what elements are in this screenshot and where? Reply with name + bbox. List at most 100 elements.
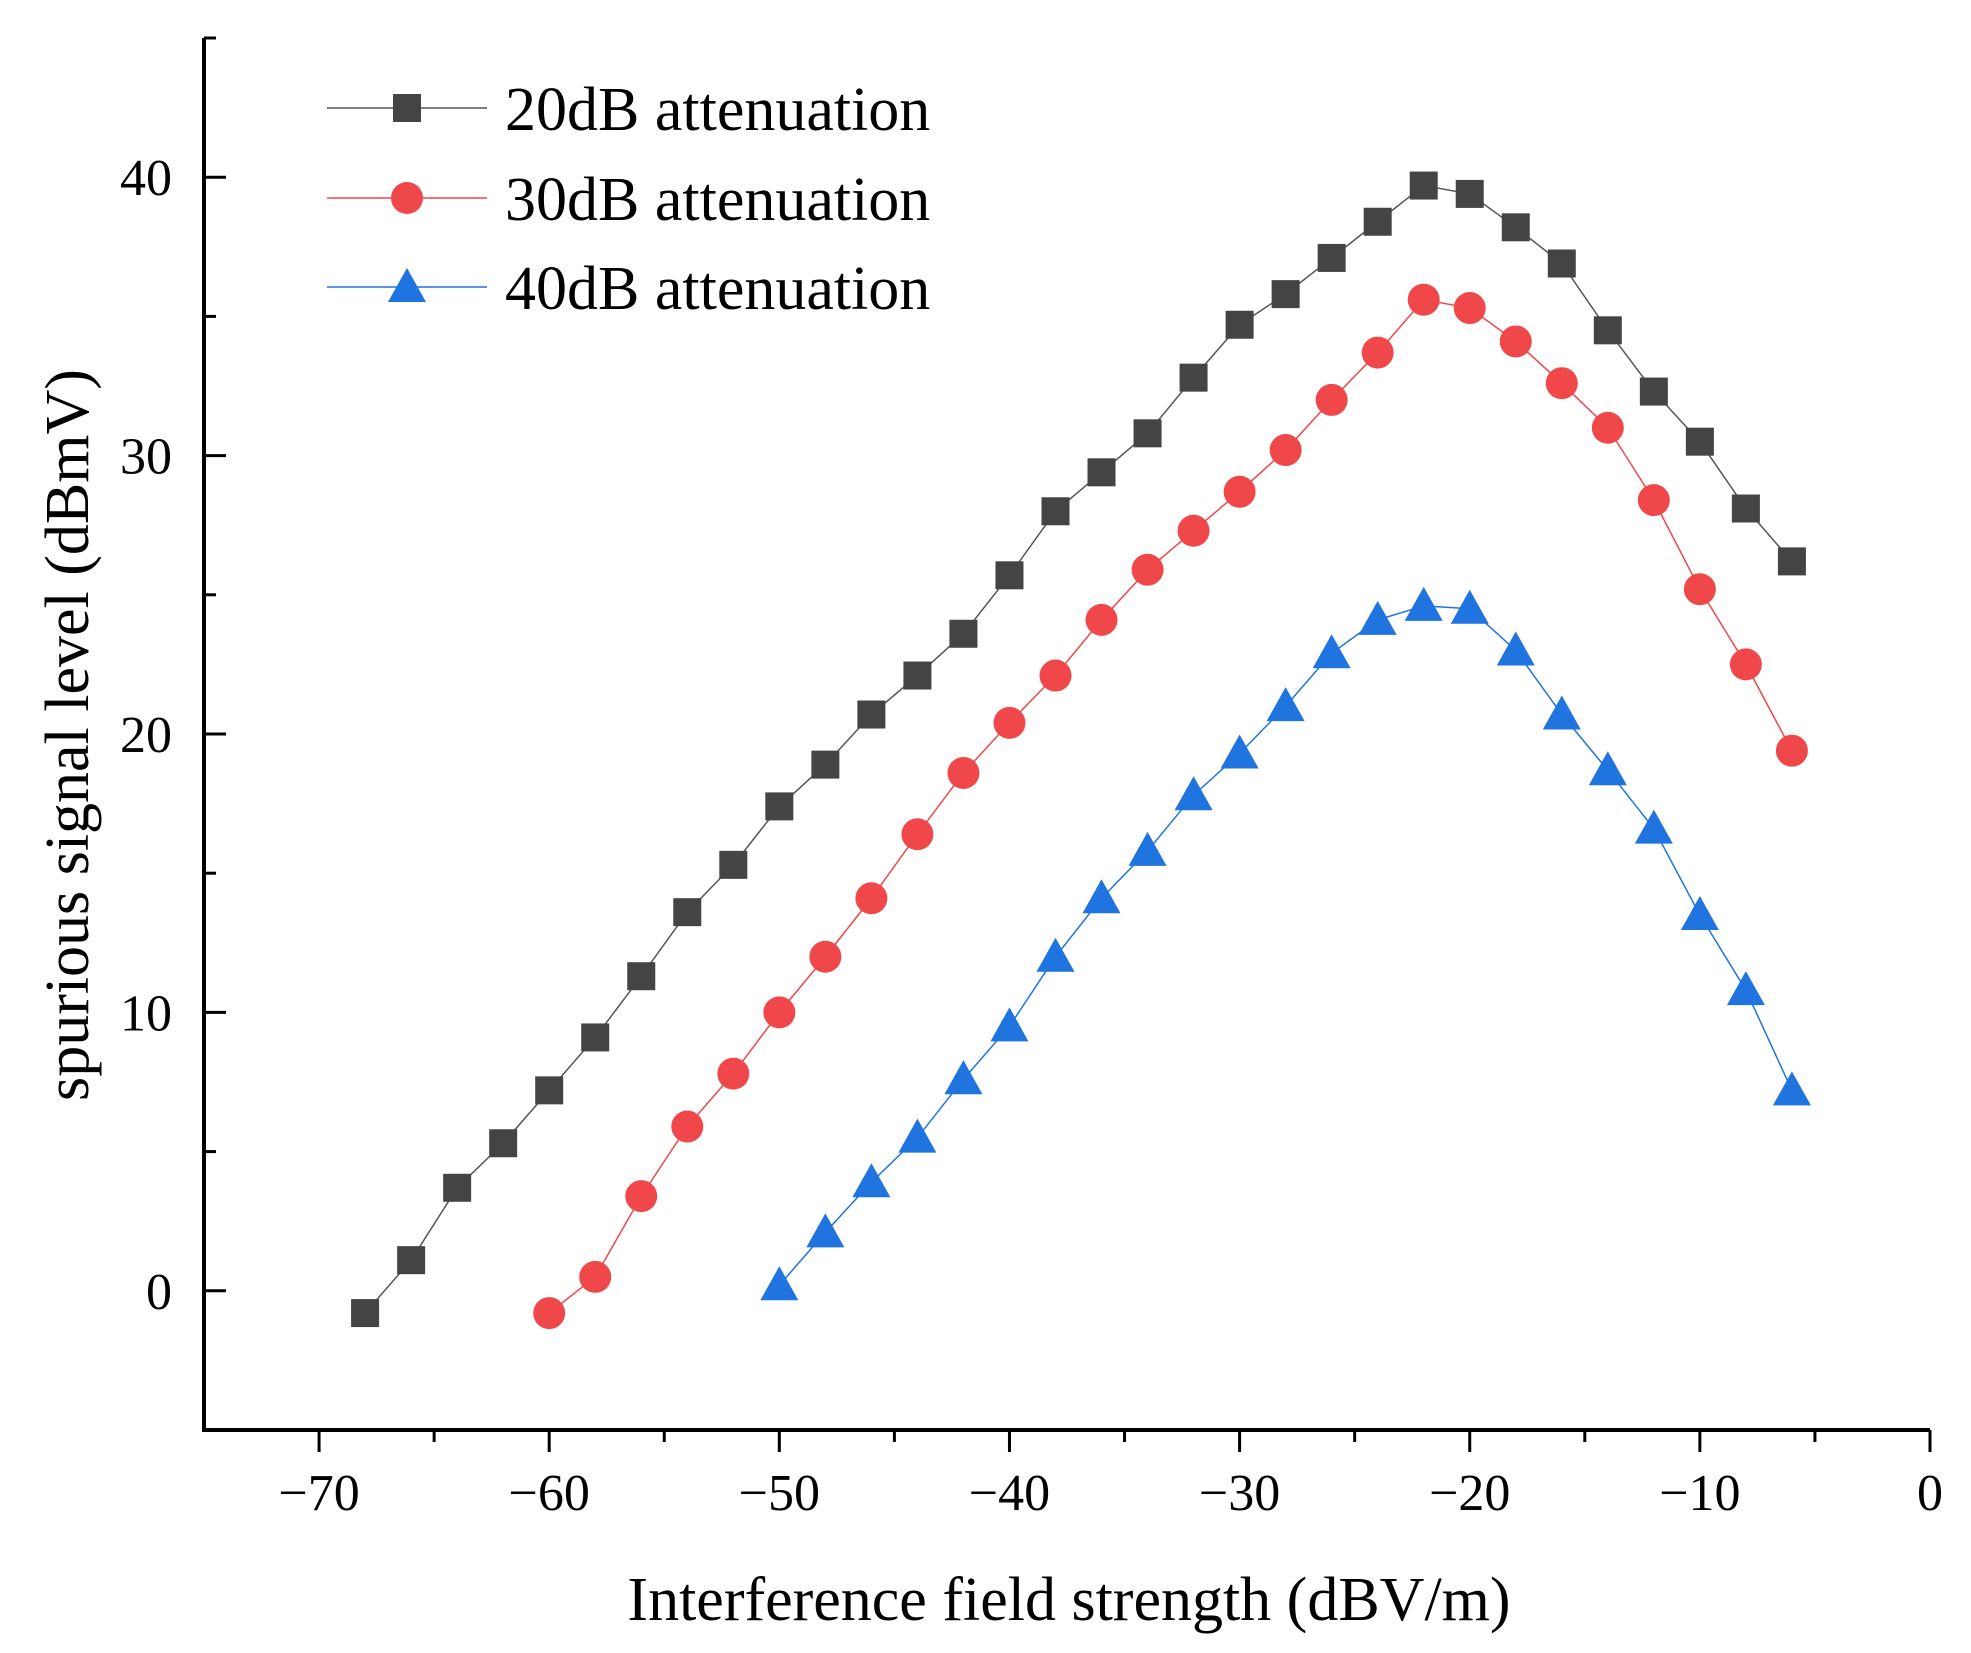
data-point <box>1455 179 1484 208</box>
data-point <box>944 1060 983 1095</box>
data-point <box>1726 971 1765 1006</box>
data-point <box>809 940 842 973</box>
data-point <box>1731 494 1760 523</box>
data-point <box>1082 879 1121 914</box>
data-point <box>397 1246 426 1275</box>
data-point <box>673 898 702 927</box>
data-point <box>1683 573 1716 606</box>
data-point <box>1315 383 1348 416</box>
data-point <box>763 996 796 1029</box>
legend-item: 30dB attenuation <box>327 166 930 234</box>
data-point <box>852 1163 891 1198</box>
data-point <box>1499 325 1532 358</box>
data-point <box>1179 363 1208 392</box>
x-tick-label: −20 <box>1429 1465 1510 1522</box>
y-axis-title: spurious signal level (dBmV) <box>34 369 102 1101</box>
data-point <box>1312 634 1351 669</box>
data-point <box>1266 687 1305 722</box>
data-point <box>1685 427 1714 456</box>
data-point <box>1593 316 1622 345</box>
x-tick-label: −40 <box>969 1465 1050 1522</box>
data-point <box>1775 734 1808 767</box>
data-point <box>1177 514 1210 547</box>
data-point <box>1085 603 1118 636</box>
data-point <box>1133 419 1162 448</box>
legend-item: 40dB attenuation <box>327 255 930 323</box>
data-point <box>351 1299 380 1328</box>
data-point <box>1729 648 1762 681</box>
y-tick-label: 30 <box>120 429 172 486</box>
data-point <box>627 962 656 991</box>
data-point <box>1404 586 1443 621</box>
legend-marker <box>391 182 423 214</box>
data-point <box>1591 411 1624 444</box>
data-point <box>533 1297 566 1330</box>
series-triangle <box>760 586 1811 1301</box>
data-point <box>1777 547 1806 576</box>
data-point <box>760 1266 799 1301</box>
data-point <box>811 750 840 779</box>
data-point <box>1039 659 1072 692</box>
data-point <box>1496 631 1535 666</box>
data-point <box>1128 831 1167 866</box>
x-tick-label: −10 <box>1659 1465 1740 1522</box>
data-point <box>901 818 934 851</box>
data-point <box>443 1173 472 1202</box>
data-point <box>1547 249 1576 278</box>
x-tick-label: −70 <box>278 1465 359 1522</box>
legend-marker <box>388 268 426 302</box>
y-tick-label: 20 <box>120 707 172 764</box>
data-point <box>1634 809 1673 844</box>
data-point <box>949 619 978 648</box>
data-point <box>1363 207 1392 236</box>
data-point <box>947 756 980 789</box>
data-point <box>1036 937 1075 972</box>
data-point <box>671 1110 704 1143</box>
axes: −70 −60 −50 −40 −30 −20 −10 0 0 10 20 30 40 <box>120 36 1943 1522</box>
y-tick-label: 10 <box>120 985 172 1042</box>
y-tick-label: 0 <box>146 1264 172 1321</box>
data-point <box>1131 553 1164 586</box>
data-point <box>1225 310 1254 339</box>
data-point <box>579 1260 612 1293</box>
data-point <box>1358 600 1397 635</box>
data-point <box>765 792 794 821</box>
data-point <box>1637 484 1670 517</box>
data-point <box>1453 292 1486 325</box>
data-point <box>993 706 1026 739</box>
data-point <box>1545 367 1578 400</box>
data-point <box>1087 458 1116 487</box>
data-point <box>855 882 888 915</box>
series-circle <box>533 283 1808 1330</box>
data-point <box>995 561 1024 590</box>
data-point <box>719 850 748 879</box>
data-point <box>489 1129 518 1158</box>
data-point <box>1772 1071 1811 1106</box>
legend-label: 40dB attenuation <box>505 255 930 323</box>
legend-marker <box>393 94 421 122</box>
data-point <box>903 661 932 690</box>
data-point <box>1223 475 1256 508</box>
x-axis-title: Interference field strength (dBV/m) <box>627 1566 1510 1634</box>
series-line <box>364 184 1793 1314</box>
data-point <box>535 1076 564 1105</box>
x-tick-label: −60 <box>509 1465 590 1522</box>
data-point <box>1542 695 1581 730</box>
data-point <box>1361 336 1394 369</box>
y-tick-label: 40 <box>120 150 172 207</box>
data-point <box>1407 283 1440 316</box>
data-point <box>990 1007 1029 1042</box>
x-tick-label: −30 <box>1199 1465 1280 1522</box>
x-tick-label: 0 <box>1917 1465 1943 1522</box>
data-point <box>1680 895 1719 930</box>
series-square <box>351 171 1806 1328</box>
data-point <box>581 1023 610 1052</box>
legend-label: 30dB attenuation <box>505 166 930 234</box>
x-tick-label: −50 <box>739 1465 820 1522</box>
data-point <box>1317 243 1346 272</box>
data-point <box>1041 497 1070 526</box>
legend-label: 20dB attenuation <box>505 76 930 144</box>
data-point <box>1501 213 1530 242</box>
series-line <box>548 298 1793 1314</box>
